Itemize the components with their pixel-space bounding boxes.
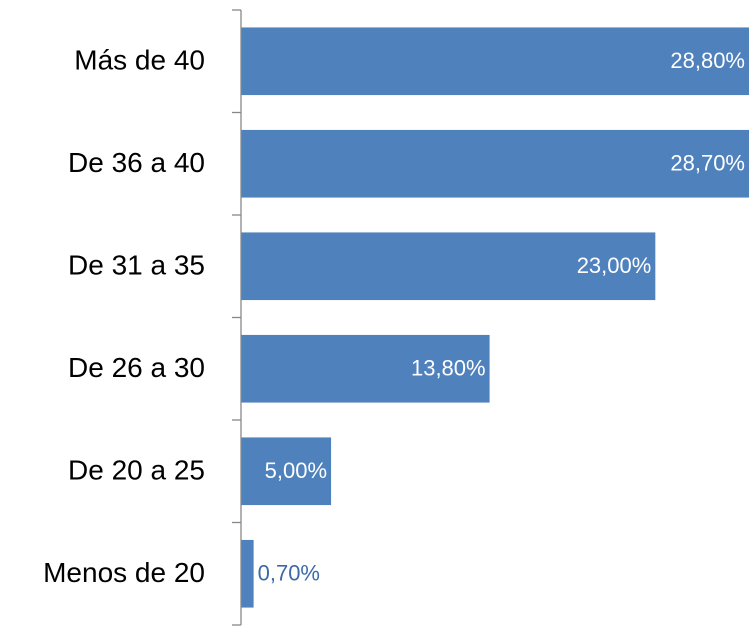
category-label: De 26 a 30 [68,352,205,383]
bar [241,232,656,301]
category-label: De 31 a 35 [68,250,205,281]
bar [241,334,490,403]
bar [241,129,749,198]
value-label: 23,00% [577,253,652,278]
category-label: Menos de 20 [43,557,205,588]
value-label: 0,70% [258,561,320,586]
bar [241,437,332,506]
category-label: De 36 a 40 [68,147,205,178]
value-label: 28,70% [670,151,745,176]
bar [241,539,254,608]
value-label: 13,80% [411,356,486,381]
value-label: 5,00% [265,458,327,483]
bar [241,27,749,96]
bars [241,27,749,608]
value-label: 28,80% [670,48,745,73]
category-label: De 20 a 25 [68,455,205,486]
category-label: Más de 40 [74,45,205,76]
